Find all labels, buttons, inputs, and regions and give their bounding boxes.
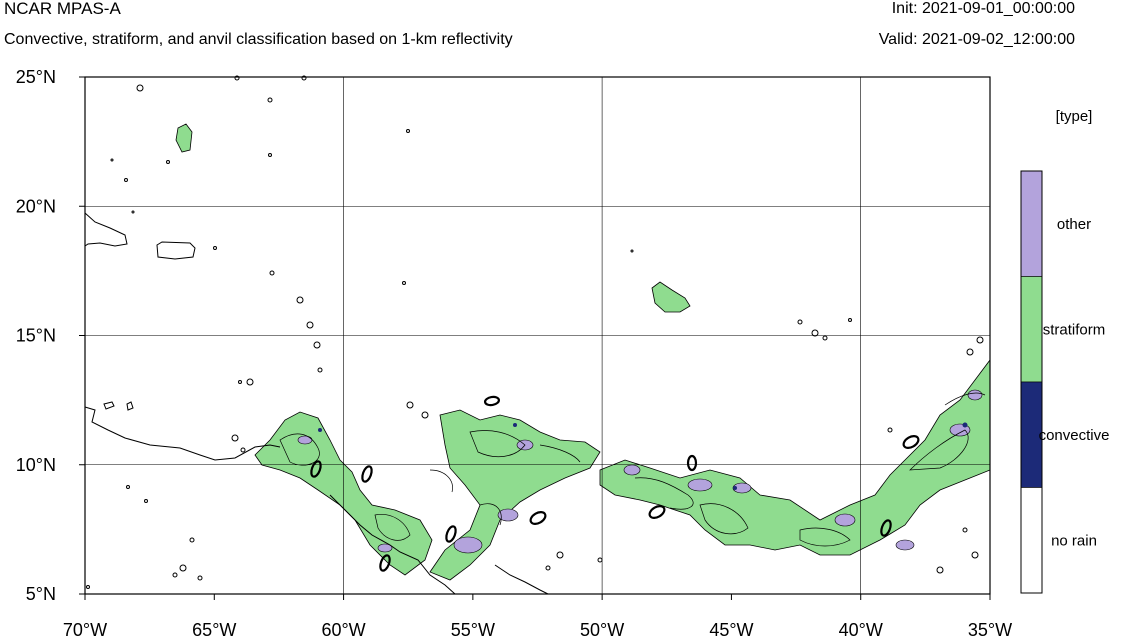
- other-patch: [453, 536, 483, 554]
- legend-label: convective: [1039, 427, 1110, 444]
- colorbar-frame: [1020, 170, 1043, 594]
- x-tick-label: 35°W: [968, 620, 1012, 640]
- legend-label: no rain: [1051, 532, 1097, 549]
- convective-core: [733, 486, 737, 490]
- legend-swatch: [1020, 487, 1043, 594]
- other-patch: [297, 435, 313, 445]
- other-patch: [967, 389, 983, 401]
- legend-title: [type]: [1056, 108, 1093, 125]
- x-tick-label: 65°W: [192, 620, 236, 640]
- map-subtitle: Convective, stratiform, and anvil classi…: [4, 31, 513, 48]
- x-axis: 70°W 65°W 60°W 55°W 50°W 45°W 40°W 35°W: [63, 594, 1012, 640]
- x-tick-label: 70°W: [63, 620, 107, 640]
- x-tick-label: 45°W: [709, 620, 753, 640]
- legend-items: other stratiform convective no rain: [1020, 170, 1110, 594]
- other-patch: [497, 508, 519, 522]
- coast-south-america: [84, 406, 281, 461]
- coastlines: [84, 212, 549, 595]
- other-patch: [895, 539, 915, 551]
- gridlines: [85, 77, 990, 594]
- y-axis: 25°N 20°N 15°N 10°N 5°N: [16, 67, 85, 604]
- stratiform-island: [651, 281, 691, 313]
- coast-puerto-rico: [156, 241, 196, 260]
- other-patch: [623, 464, 641, 476]
- convective-core: [962, 422, 968, 428]
- x-tick-label: 60°W: [321, 620, 365, 640]
- coast-brazil: [494, 564, 549, 595]
- x-tick-label: 40°W: [839, 620, 883, 640]
- stratiform-small-1: [175, 123, 193, 153]
- map-panel: [84, 75, 991, 595]
- legend: [type] other stratiform convective no rain: [1020, 108, 1110, 594]
- y-tick-label: 25°N: [16, 67, 56, 87]
- x-tick-label: 55°W: [451, 620, 495, 640]
- convective-core: [513, 423, 517, 427]
- other-patch: [834, 513, 856, 527]
- y-tick-label: 20°N: [16, 196, 56, 216]
- oval-contours: [310, 395, 920, 572]
- legend-label: stratiform: [1043, 321, 1106, 338]
- y-tick-label: 10°N: [16, 455, 56, 475]
- coast-islands: [103, 401, 134, 411]
- y-tick-label: 5°N: [26, 584, 56, 604]
- x-tick-label: 50°W: [580, 620, 624, 640]
- coast-guianas: [329, 494, 456, 595]
- legend-swatch: [1020, 170, 1043, 277]
- valid-time: Valid: 2021-09-02_12:00:00: [878, 31, 1075, 48]
- other-patch: [687, 478, 713, 492]
- legend-label: other: [1057, 216, 1091, 233]
- convective-cores: [318, 422, 968, 490]
- convective-core: [318, 428, 322, 432]
- scattered-cells: [86, 75, 984, 589]
- y-tick-label: 15°N: [16, 326, 56, 346]
- coast-hispaniola: [84, 212, 128, 247]
- other-patches: [297, 389, 983, 554]
- init-time: Init: 2021-09-01_00:00:00: [891, 0, 1075, 17]
- other-patch: [377, 543, 393, 553]
- legend-swatch: [1020, 276, 1043, 383]
- map-title: NCAR MPAS-A: [4, 0, 121, 18]
